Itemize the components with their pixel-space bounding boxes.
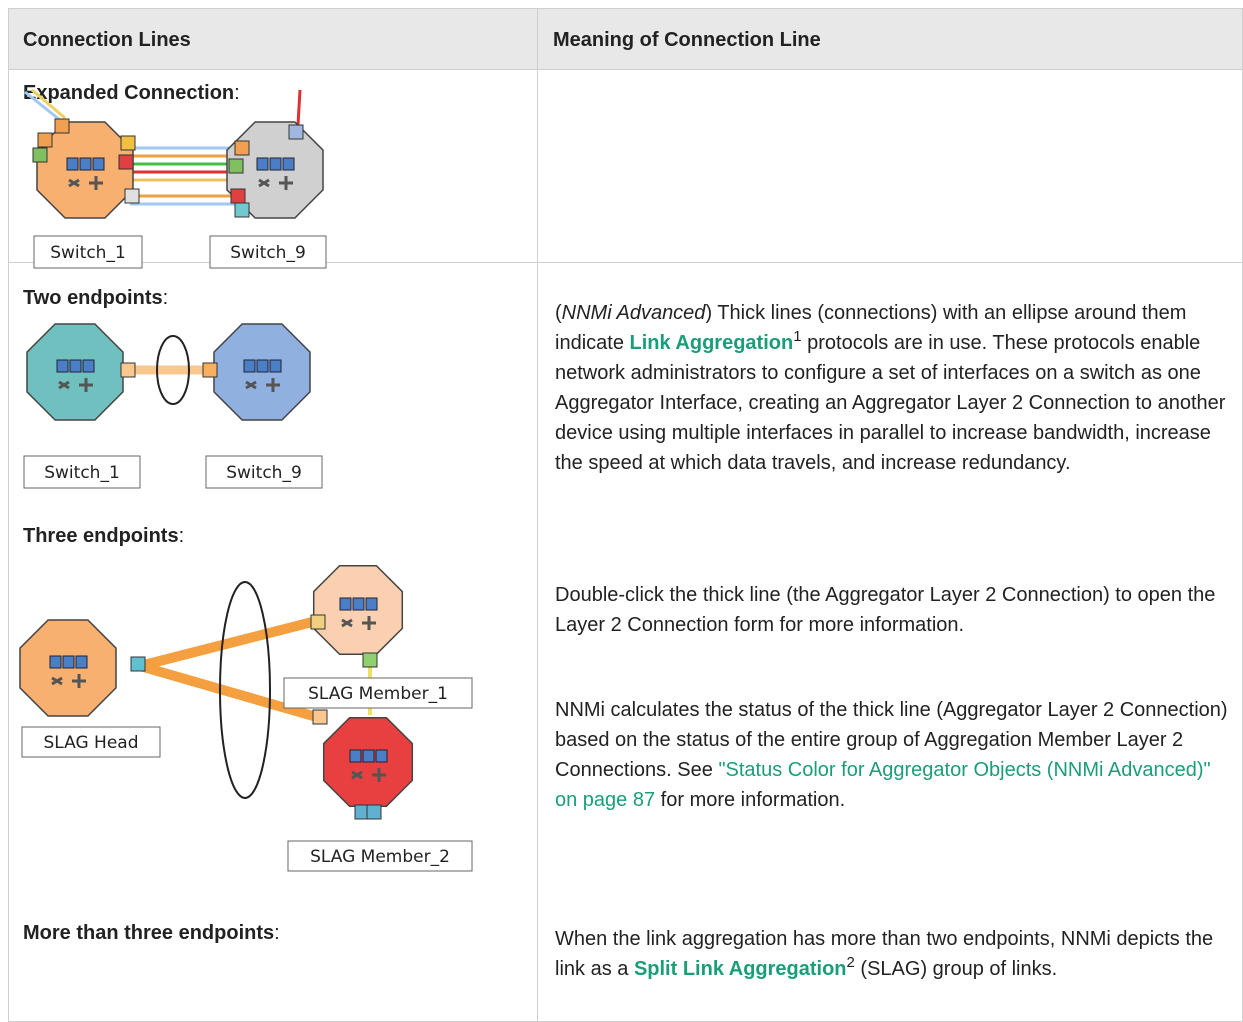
device-icon: [351, 768, 386, 782]
term: Two endpoints: [23, 287, 163, 309]
device-icon: [49, 655, 62, 669]
term: Expanded Connection: [23, 82, 235, 104]
device-icon: [282, 157, 295, 171]
device-icon: [69, 359, 82, 373]
node-label: Switch_1: [50, 243, 126, 263]
port: [288, 124, 304, 140]
device-icon: [339, 597, 352, 611]
text: protocols are in use. These protocols en…: [555, 332, 1226, 474]
device-icon: [256, 359, 269, 373]
device-icon: [245, 378, 280, 392]
node-label: SLAG Member_1: [308, 684, 448, 704]
device-icon: [269, 157, 282, 171]
device-icon: [352, 597, 365, 611]
header-text: Meaning of Connection Line: [553, 29, 821, 51]
device-icon: [62, 655, 75, 669]
paragraph: When the link aggregation has more than …: [555, 924, 1235, 984]
table-cell: [537, 69, 1243, 263]
footnote-ref: 1: [793, 328, 802, 345]
suffix: :: [162, 287, 169, 309]
device-icon: [243, 359, 256, 373]
paragraph: Double-click the thick line (the Aggrega…: [555, 580, 1235, 640]
port: [202, 362, 218, 378]
device-icon: [58, 378, 93, 392]
header-text: Connection Lines: [23, 29, 191, 51]
term: More than three endpoints: [23, 922, 275, 944]
device-icon: [362, 749, 375, 763]
device-icon: [92, 157, 105, 171]
port: [120, 135, 136, 151]
example-label: More than three endpoints:: [23, 922, 280, 945]
port: [366, 804, 382, 820]
header-cell: [8, 8, 538, 70]
example-label: Two endpoints:: [23, 287, 168, 310]
node-label: SLAG Member_2: [310, 847, 450, 867]
paragraph: NNMi calculates the status of the thick …: [555, 695, 1235, 815]
device-icon: [375, 749, 388, 763]
port: [130, 656, 146, 672]
text: When the link aggregation has more than …: [555, 928, 1214, 980]
paragraph: (NNMi Advanced) Thick lines (connections…: [555, 298, 1235, 478]
text: (: [555, 302, 562, 324]
link[interactable]: "Status Color for Aggregator Objects (NN…: [555, 759, 1211, 811]
term: Three endpoints: [23, 525, 179, 547]
device-icon: [349, 749, 362, 763]
device-icon: [256, 157, 269, 171]
text: ) Thick lines (connections) with an elli…: [555, 302, 1187, 354]
device-icon: [56, 359, 69, 373]
port: [54, 118, 70, 134]
connections: [24, 88, 372, 799]
example-label: Expanded Connection:: [23, 82, 240, 105]
text: NNMi calculates the status of the thick …: [555, 699, 1228, 781]
diagrams: Switch_1 Switch_9 Switch_1 Switch_9 SLAG…: [19, 88, 473, 872]
node-label: Switch_9: [230, 243, 306, 263]
link[interactable]: Link Aggregation: [629, 332, 794, 354]
port: [312, 709, 328, 725]
port: [310, 614, 326, 630]
suffix: :: [274, 922, 280, 944]
port: [32, 147, 48, 163]
device-icon: [75, 655, 88, 669]
device-icon: [365, 597, 378, 611]
port: [362, 652, 378, 668]
footnote-ref: 2: [846, 954, 855, 971]
port: [118, 154, 134, 170]
suffix: :: [178, 525, 185, 547]
device-icon: [258, 176, 293, 190]
node-labels: Switch_1 Switch_9 Switch_1 Switch_9 SLAG…: [21, 235, 473, 872]
device-icon: [341, 616, 376, 630]
port: [230, 188, 246, 204]
text: Double-click the thick line (the Aggrega…: [555, 584, 1216, 636]
device-icon: [66, 157, 79, 171]
node-label: Switch_9: [226, 463, 302, 483]
port: [234, 202, 250, 218]
text: (SLAG) group of links.: [854, 958, 1058, 980]
device-icon: [79, 157, 92, 171]
port: [124, 188, 140, 204]
node-label: Switch_1: [44, 463, 120, 483]
devices: [19, 118, 414, 820]
text: for more information.: [655, 789, 846, 811]
device-icon: [68, 176, 103, 190]
port: [228, 158, 244, 174]
port: [120, 362, 136, 378]
text: NNMi Advanced: [561, 302, 706, 324]
port: [37, 132, 53, 148]
example-label: Three endpoints:: [23, 525, 184, 548]
link[interactable]: Split Link Aggregation: [633, 958, 847, 980]
suffix: :: [234, 82, 240, 104]
device-icon: [269, 359, 282, 373]
port: [234, 140, 250, 156]
header-cell: [537, 8, 1243, 70]
device-icon: [82, 359, 95, 373]
node-label: SLAG Head: [43, 733, 138, 753]
device-icon: [51, 674, 86, 688]
